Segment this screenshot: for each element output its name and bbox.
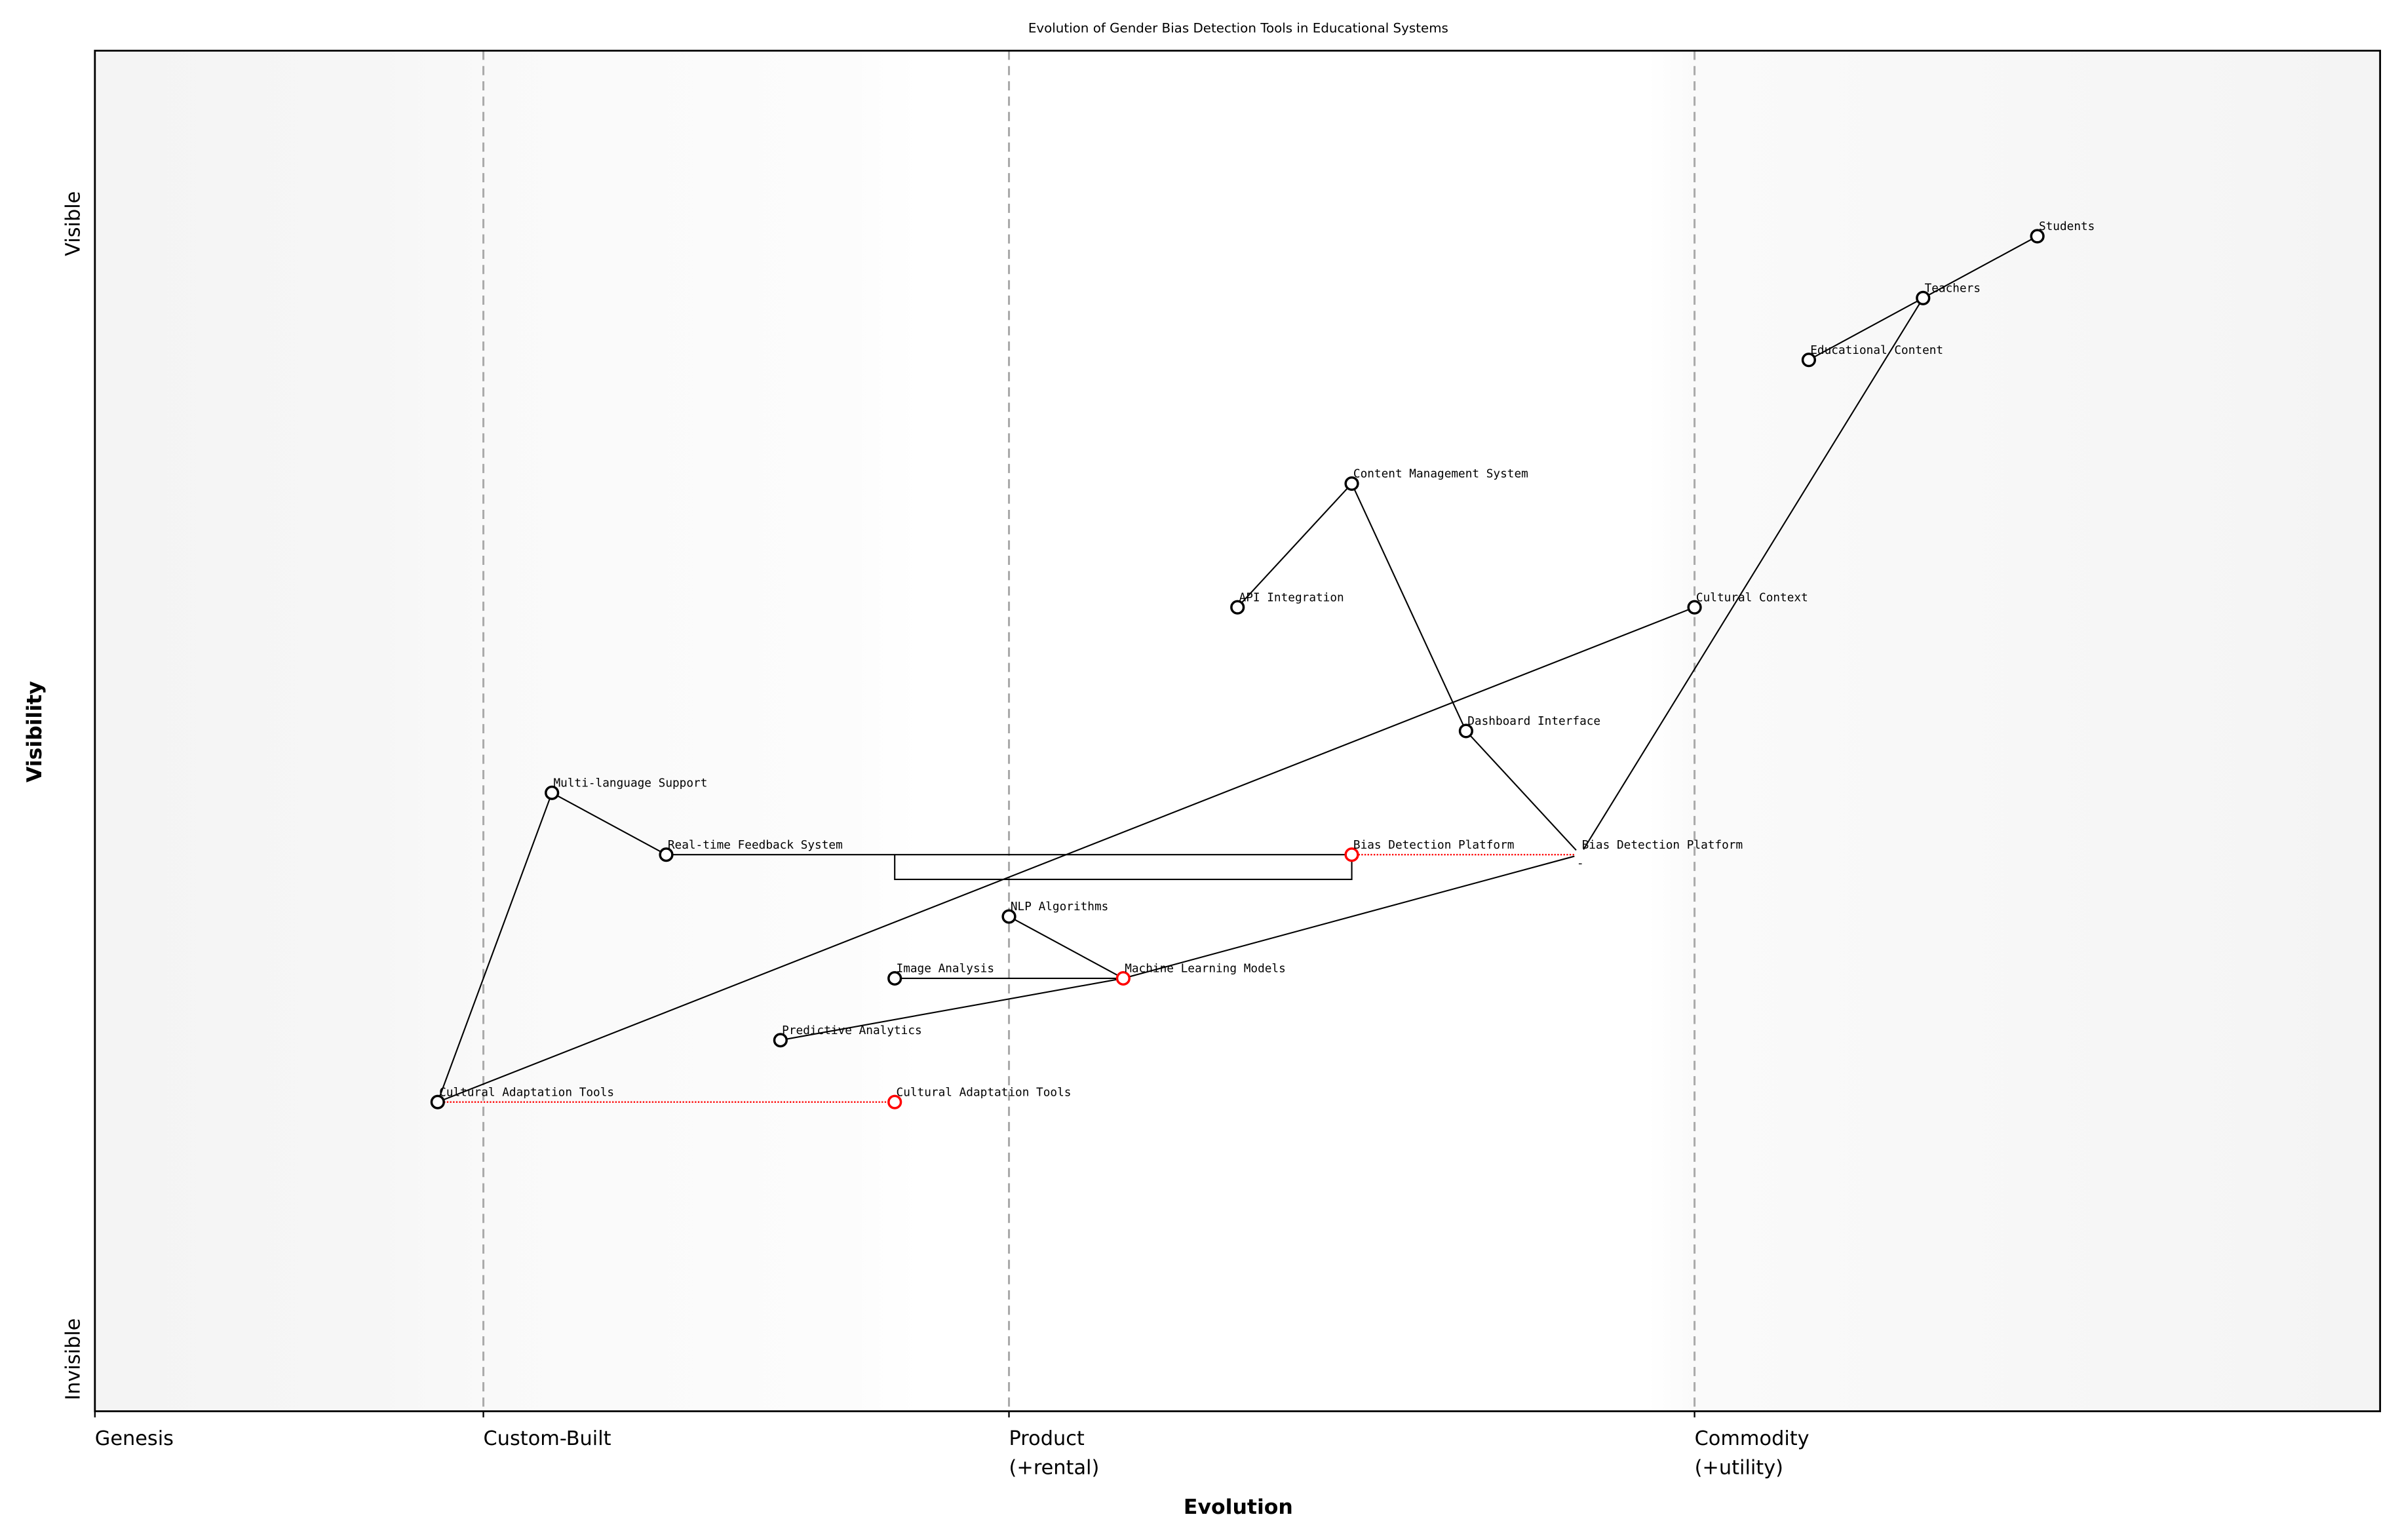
component-marker-teachers bbox=[1916, 290, 1931, 305]
component-label-real-time-feedback-system: Real-time Feedback System bbox=[668, 839, 843, 852]
component-marker-api-integration bbox=[1230, 600, 1245, 615]
component-label-machine-learning-models: Machine Learning Models bbox=[1125, 963, 1286, 976]
plot-frame bbox=[94, 49, 2382, 1412]
component-label-teachers: Teachers bbox=[1925, 282, 1981, 295]
component-label-api-integration: API Integration bbox=[1239, 591, 1344, 604]
component-label-dashboard-interface: Dashboard Interface bbox=[1467, 715, 1600, 728]
evolved-label-bias-detection-platform: Bias Detection Platform bbox=[1353, 839, 1515, 852]
component-label-multi-language-support: Multi-language Support bbox=[554, 777, 708, 790]
x-axis-title: Evolution bbox=[1184, 1495, 1293, 1519]
component-label-nlp-algorithms: NLP Algorithms bbox=[1011, 900, 1108, 914]
component-marker-students bbox=[2030, 229, 2045, 244]
chart-title: Evolution of Gender Bias Detection Tools… bbox=[1028, 20, 1448, 35]
link-machine-learning-models-to-nlp-algorithms bbox=[1009, 915, 1124, 979]
component-label-cultural-adaptation-tools: Cultural Adaptation Tools bbox=[439, 1086, 614, 1099]
component-label-educational-content: Educational Content bbox=[1810, 344, 1943, 357]
component-label-content-management-system: Content Management System bbox=[1353, 468, 1528, 481]
y-axis-title: Visibility bbox=[23, 681, 47, 782]
plot-background bbox=[94, 50, 2380, 1412]
link-teachers-to-bias-detection-platform bbox=[1579, 298, 1924, 855]
link-machine-learning-models-to-predictive-analytics bbox=[780, 977, 1124, 1041]
evolved-label-cultural-adaptation-tools: Cultural Adaptation Tools bbox=[897, 1086, 1072, 1099]
y-label-invisible: Invisible bbox=[62, 1319, 85, 1400]
component-marker-bias-detection-platform bbox=[1574, 848, 1587, 861]
component-marker-image-analysis bbox=[887, 971, 902, 986]
evolved-marker-bias-detection-platform bbox=[1344, 847, 1359, 862]
x-tick-label-product: Product (+rental) bbox=[1009, 1427, 1100, 1479]
link-bias-detection-platform-to-dashboard-interface bbox=[1465, 730, 1581, 855]
component-label-image-analysis: Image Analysis bbox=[897, 963, 994, 976]
link-real-time-feedback-system-to-multi-language-support bbox=[551, 792, 667, 856]
link-students-to-teachers bbox=[1922, 235, 2038, 299]
component-marker-predictive-analytics bbox=[773, 1033, 788, 1048]
component-label-cultural-context: Cultural Context bbox=[1696, 591, 1808, 604]
component-marker-nlp-algorithms bbox=[1001, 909, 1016, 924]
x-tick-label-genesis: Genesis bbox=[95, 1427, 174, 1450]
component-marker-educational-content bbox=[1801, 353, 1817, 368]
x-tick-label-custom-built: Custom-Built bbox=[484, 1427, 611, 1450]
link-multi-language-support-to-cultural-adaptation-tools bbox=[436, 792, 553, 1103]
component-marker-dashboard-interface bbox=[1458, 723, 1473, 739]
component-marker-cultural-adaptation-tools bbox=[430, 1094, 445, 1109]
link-dashboard-interface-to-content-management-system bbox=[1351, 483, 1467, 731]
component-label-predictive-analytics: Predictive Analytics bbox=[782, 1024, 922, 1037]
link-bias-detection-platform-to-machine-learning-models bbox=[1123, 854, 1581, 979]
link-content-management-system-to-api-integration bbox=[1237, 483, 1353, 608]
x-tick-label-commodity: Commodity (+utility) bbox=[1695, 1427, 1810, 1479]
link-teachers-to-educational-content bbox=[1808, 297, 1924, 361]
component-marker-machine-learning-models bbox=[1115, 971, 1131, 986]
component-marker-cultural-context bbox=[1687, 600, 1702, 615]
y-label-visible: Visible bbox=[62, 191, 85, 256]
component-label-bias-detection-platform: Bias Detection Platform bbox=[1582, 839, 1743, 852]
component-label-students: Students bbox=[2039, 220, 2095, 233]
component-marker-content-management-system bbox=[1344, 476, 1359, 491]
component-marker-real-time-feedback-system bbox=[659, 847, 674, 862]
pipeline-bracket bbox=[894, 855, 1353, 880]
component-marker-multi-language-support bbox=[545, 785, 560, 800]
evolved-marker-cultural-adaptation-tools bbox=[887, 1094, 902, 1109]
